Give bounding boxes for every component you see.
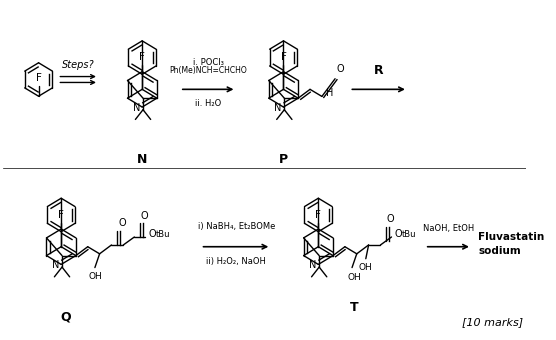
Text: F: F (139, 52, 145, 63)
Text: O: O (337, 64, 345, 74)
Text: P: P (279, 153, 288, 166)
Text: F: F (281, 52, 286, 63)
Text: OH: OH (348, 273, 362, 283)
Text: H: H (326, 88, 333, 99)
Text: O: O (148, 229, 156, 239)
Text: [10 marks]: [10 marks] (462, 317, 523, 327)
Text: F: F (58, 210, 64, 220)
Text: OH: OH (88, 272, 102, 280)
Text: F: F (36, 73, 42, 83)
Text: tBu: tBu (156, 230, 170, 239)
Text: O: O (394, 229, 402, 239)
Text: Ph(Me)NCH=CHCHO: Ph(Me)NCH=CHCHO (169, 66, 247, 74)
Text: Steps?: Steps? (62, 59, 95, 70)
Text: ii. H₂O: ii. H₂O (195, 99, 221, 108)
Text: T: T (350, 301, 359, 314)
Text: Q: Q (61, 311, 71, 324)
Text: N: N (309, 260, 316, 271)
Text: OH: OH (359, 263, 373, 272)
Text: R: R (374, 64, 384, 76)
Text: O: O (118, 218, 126, 228)
Text: tBu: tBu (402, 230, 416, 239)
Text: N: N (133, 103, 140, 113)
Text: NaOH, EtOH: NaOH, EtOH (423, 224, 474, 233)
Text: N: N (137, 153, 147, 166)
Text: O: O (387, 214, 395, 224)
Text: O: O (141, 211, 148, 221)
Text: N: N (274, 103, 281, 113)
Text: Fluvastatin: Fluvastatin (479, 232, 545, 242)
Text: sodium: sodium (479, 245, 521, 256)
Text: ii) H₂O₂, NaOH: ii) H₂O₂, NaOH (206, 257, 266, 266)
Text: i) NaBH₄, Et₂BOMe: i) NaBH₄, Et₂BOMe (198, 222, 275, 231)
Text: i. POCl₃: i. POCl₃ (193, 58, 224, 67)
Text: N: N (52, 260, 59, 271)
Text: F: F (315, 210, 321, 220)
